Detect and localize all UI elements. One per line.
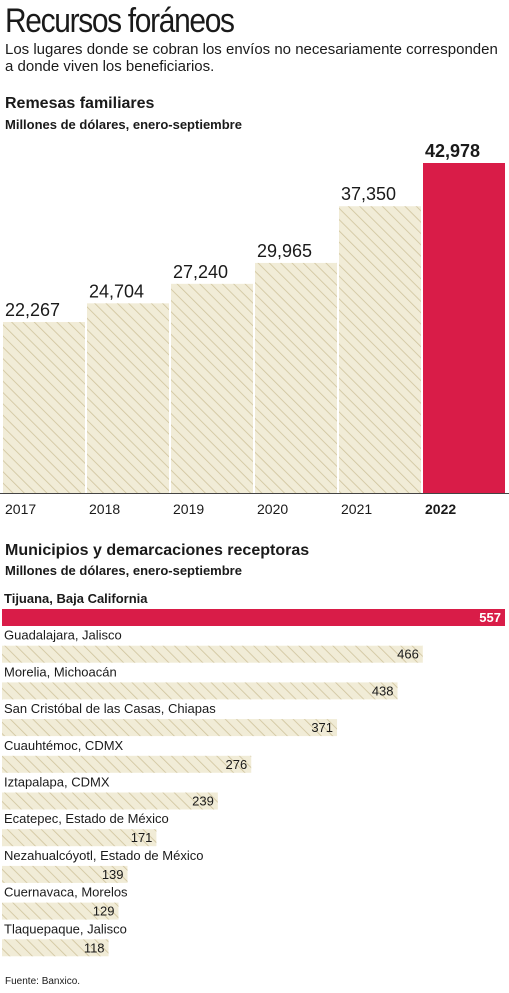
hbar	[2, 755, 252, 773]
category-label: Iztapalapa, CDMX	[4, 775, 110, 790]
category-label: Cuernavaca, Morelos	[4, 885, 128, 900]
x-tick-label: 2017	[5, 501, 36, 517]
x-tick-label: 2020	[257, 501, 288, 517]
value-label: 29,965	[257, 241, 312, 261]
value-label: 27,240	[173, 262, 228, 282]
value-label: 118	[84, 940, 105, 955]
category-label: Guadalajara, Jalisco	[4, 628, 122, 643]
hbar	[2, 719, 338, 737]
hbar	[2, 792, 218, 810]
bar-2021	[339, 206, 421, 493]
category-label: Tlaquepaque, Jalisco	[4, 921, 127, 936]
bar-2020	[255, 262, 337, 493]
category-label: Ecatepec, Estado de México	[4, 811, 169, 826]
value-label: 239	[192, 794, 214, 809]
category-label: San Cristóbal de las Casas, Chiapas	[4, 701, 216, 716]
x-tick-label: 2019	[173, 501, 204, 517]
hbar	[2, 939, 109, 957]
hbar	[2, 902, 119, 920]
category-label: Morelia, Michoacán	[4, 664, 117, 679]
hbar	[2, 645, 423, 663]
value-label: 129	[93, 904, 115, 919]
page-title: Recursos foráneos	[5, 2, 235, 40]
value-label: 37,350	[341, 184, 396, 204]
remesas-bar-chart: 22,267 2017 24,704 2018 27,240 2019 29,965 2020…	[0, 141, 509, 517]
horizontal-chart-subtitle: Millones de dólares, enero-septiembre	[5, 563, 242, 578]
value-label: 438	[372, 683, 394, 698]
value-label: 24,704	[89, 281, 144, 301]
x-tick-label: 2018	[89, 501, 120, 517]
x-tick-label: 2021	[341, 501, 372, 517]
value-label: 22,267	[5, 300, 60, 320]
hbar	[2, 682, 398, 700]
value-label: 276	[226, 757, 248, 772]
municipios-bar-chart: Tijuana, Baja California 557 Guadalajara, …	[2, 591, 505, 957]
category-label: Nezahualcóyotl, Estado de México	[4, 848, 203, 863]
vertical-chart-subtitle: Millones de dólares, enero-septiembre	[5, 117, 242, 132]
value-label: 139	[102, 867, 124, 882]
page-subtitle: Los lugares donde se cobran los envíos n…	[5, 41, 498, 75]
bar-2017	[3, 322, 85, 493]
category-label: Cuauhtémoc, CDMX	[4, 738, 124, 753]
bar-2022	[423, 163, 505, 493]
value-label: 466	[397, 647, 419, 662]
horizontal-chart-title: Municipios y demarcaciones receptoras	[5, 542, 310, 559]
hbar	[2, 609, 505, 626]
bar-2018	[87, 303, 169, 493]
hbar	[2, 829, 157, 847]
vertical-chart-title: Remesas familiares	[5, 95, 155, 112]
value-label: 171	[131, 830, 153, 845]
source-note: Fuente: Banxico.	[5, 976, 81, 987]
value-label: 557	[479, 610, 501, 625]
x-tick-label: 2022	[425, 501, 456, 517]
value-label: 371	[311, 720, 333, 735]
hbar	[2, 865, 128, 883]
category-label: Tijuana, Baja California	[4, 591, 148, 606]
value-label: 42,978	[425, 141, 480, 161]
bar-2019	[171, 283, 253, 493]
